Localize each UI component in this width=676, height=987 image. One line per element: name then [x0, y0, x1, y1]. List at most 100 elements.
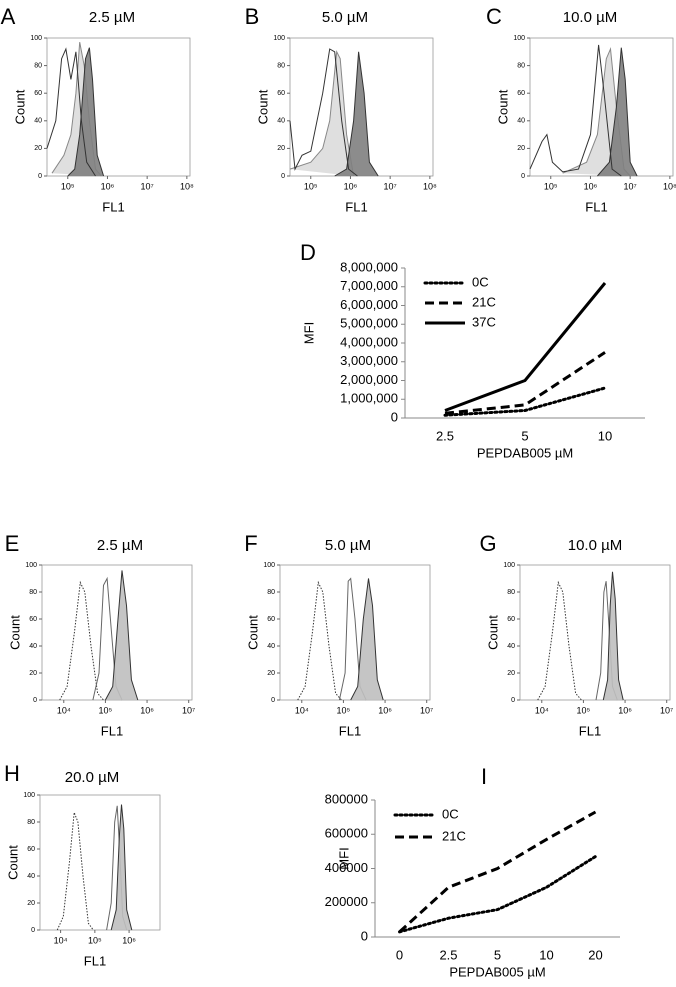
legend-label: 37C — [472, 314, 496, 329]
x-axis-label: FL1 — [84, 953, 106, 968]
plot-frame — [519, 564, 671, 701]
x-tick-label: 10 — [539, 947, 553, 962]
y-tick-label: 600000 — [325, 826, 368, 841]
histogram-area — [110, 804, 133, 931]
x-tick-label: 10⁸ — [423, 181, 437, 191]
y-tick-label: 40 — [29, 643, 37, 650]
histogram-area — [334, 51, 379, 177]
y-tick-label: 100 — [23, 792, 35, 799]
x-axis-label: PEPDAB005 µM — [477, 445, 573, 460]
x-tick-label: 2.5 — [436, 428, 454, 443]
y-tick-label: 60 — [34, 90, 42, 97]
y-tick-label: 80 — [277, 62, 285, 69]
x-tick-label: 2.5 — [439, 947, 457, 962]
x-tick-label: 20 — [588, 947, 602, 962]
histogram-area — [104, 570, 139, 701]
histogram-area — [67, 47, 105, 177]
x-tick-label: 10⁶ — [618, 705, 632, 715]
y-tick-label: 40 — [517, 118, 525, 125]
y-tick-label: 200000 — [325, 894, 368, 909]
panel-title: 20.0 µM — [65, 769, 120, 786]
histogram-curve — [56, 812, 94, 931]
histogram-curve — [59, 580, 104, 701]
line — [444, 351, 606, 415]
panel-title: 5.0 µM — [325, 537, 371, 554]
legend-label: 0C — [442, 806, 459, 821]
panel-letter: H — [4, 761, 20, 786]
panel-title: 10.0 µM — [563, 9, 618, 26]
panel-title: 2.5 µM — [89, 9, 135, 26]
y-tick-label: 5,000,000 — [340, 316, 398, 331]
y-tick-label: 0 — [361, 928, 368, 943]
plot-frame — [39, 794, 161, 931]
y-tick-label: 80 — [27, 819, 35, 826]
y-axis-label: Count — [495, 89, 510, 124]
y-tick-label: 20 — [27, 900, 35, 907]
legend-label: 21C — [442, 828, 466, 843]
x-tick-label: 10⁵ — [99, 705, 113, 715]
x-axis-label: FL1 — [339, 723, 361, 738]
y-tick-label: 8,000,000 — [340, 259, 398, 274]
y-tick-label: 4,000,000 — [340, 334, 398, 349]
y-tick-label: 0 — [38, 173, 42, 180]
x-tick-label: 10⁴ — [295, 705, 309, 715]
y-tick-label: 20 — [507, 670, 515, 677]
y-tick-label: 80 — [267, 589, 275, 596]
y-axis-label: Count — [5, 845, 20, 880]
x-tick-label: 10⁷ — [624, 181, 637, 191]
y-tick-label: 100 — [503, 562, 515, 569]
y-tick-label: 3,000,000 — [340, 353, 398, 368]
y-tick-label: 100 — [263, 562, 275, 569]
y-tick-label: 40 — [267, 643, 275, 650]
histogram-area — [350, 578, 384, 701]
y-tick-label: 1,000,000 — [340, 391, 398, 406]
x-tick-label: 10⁶ — [378, 705, 392, 715]
x-tick-label: 5 — [494, 947, 501, 962]
histogram-area — [597, 47, 638, 177]
y-tick-label: 0 — [511, 697, 515, 704]
y-axis-label: Count — [12, 89, 27, 124]
y-tick-label: 80 — [29, 589, 37, 596]
panel-letter: C — [486, 4, 502, 29]
y-tick-label: 20 — [517, 145, 525, 152]
y-tick-label: 20 — [29, 670, 37, 677]
y-axis-label: Count — [245, 615, 260, 650]
y-tick-label: 100 — [273, 35, 285, 42]
x-tick-label: 10⁵ — [304, 181, 318, 191]
y-axis-label: MFI — [336, 847, 351, 869]
x-tick-label: 10⁴ — [57, 705, 71, 715]
y-tick-label: 6,000,000 — [340, 297, 398, 312]
x-tick-label: 10⁴ — [535, 705, 549, 715]
y-axis-label: Count — [485, 615, 500, 650]
histogram-curve — [46, 47, 96, 177]
panel-letter: E — [5, 531, 20, 556]
y-tick-label: 20 — [267, 670, 275, 677]
x-tick-label: 10⁶ — [344, 181, 358, 191]
x-tick-label: 10⁶ — [122, 935, 136, 945]
histogram-area — [602, 571, 624, 701]
x-axis-label: FL1 — [585, 199, 607, 214]
panel-title: 10.0 µM — [568, 537, 623, 554]
x-tick-label: 10⁷ — [660, 705, 673, 715]
legend-label: 21C — [472, 294, 496, 309]
y-tick-label: 100 — [30, 35, 42, 42]
y-axis-label: Count — [7, 615, 22, 650]
panel-title: 2.5 µM — [97, 537, 143, 554]
y-tick-label: 7,000,000 — [340, 278, 398, 293]
panel-letter: G — [479, 531, 496, 556]
x-axis-label: PEPDAB005 µM — [449, 964, 545, 979]
y-tick-label: 0 — [281, 173, 285, 180]
y-tick-label: 400000 — [325, 860, 368, 875]
histogram-area — [289, 50, 355, 177]
x-tick-label: 10⁷ — [420, 705, 433, 715]
y-tick-label: 80 — [517, 62, 525, 69]
panel-letter: A — [1, 4, 16, 29]
x-tick-label: 10⁴ — [54, 935, 68, 945]
y-tick-label: 0 — [271, 697, 275, 704]
x-tick-label: 10⁸ — [663, 181, 676, 191]
y-tick-label: 40 — [27, 873, 35, 880]
line — [443, 386, 607, 417]
x-axis-label: FL1 — [102, 199, 124, 214]
y-tick-label: 0 — [33, 697, 37, 704]
